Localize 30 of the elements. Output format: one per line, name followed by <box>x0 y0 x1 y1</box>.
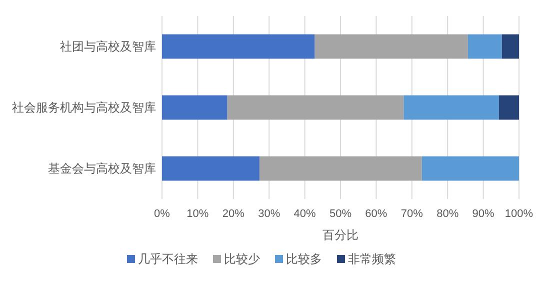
x-axis-title: 百分比 <box>322 228 358 242</box>
bar <box>162 34 315 59</box>
bar <box>259 156 422 181</box>
x-tick-label: 50% <box>329 208 352 220</box>
x-tick-label: 100% <box>504 208 534 220</box>
bar <box>422 156 519 181</box>
bar <box>502 34 519 59</box>
x-tick-label: 70% <box>400 208 424 220</box>
legend-label: 比较多 <box>286 252 322 266</box>
bar <box>468 34 502 59</box>
bar <box>162 95 228 120</box>
y-tick-label: 基金会与高校及智库 <box>48 162 156 176</box>
x-tick-label: 80% <box>436 208 459 220</box>
legend-label: 非常频繁 <box>348 252 396 266</box>
x-tick-label: 20% <box>222 208 245 220</box>
x-tick-label: 10% <box>186 208 209 220</box>
x-tick-label: 90% <box>472 208 495 220</box>
bar <box>227 95 404 120</box>
bar <box>314 34 468 59</box>
bar <box>404 95 500 120</box>
x-tick-label: 30% <box>258 208 280 220</box>
x-tick-label: 60% <box>365 208 388 220</box>
bar <box>499 95 519 120</box>
legend-label: 几乎不往来 <box>138 252 198 266</box>
y-tick-label: 社团与高校及智库 <box>60 40 156 54</box>
x-tick-label: 40% <box>294 208 316 220</box>
bar <box>162 156 260 181</box>
x-tick-label: 0% <box>154 208 170 220</box>
y-tick-label: 社会服务机构与高校及智库 <box>12 100 156 114</box>
legend-label: 比较少 <box>224 252 260 266</box>
